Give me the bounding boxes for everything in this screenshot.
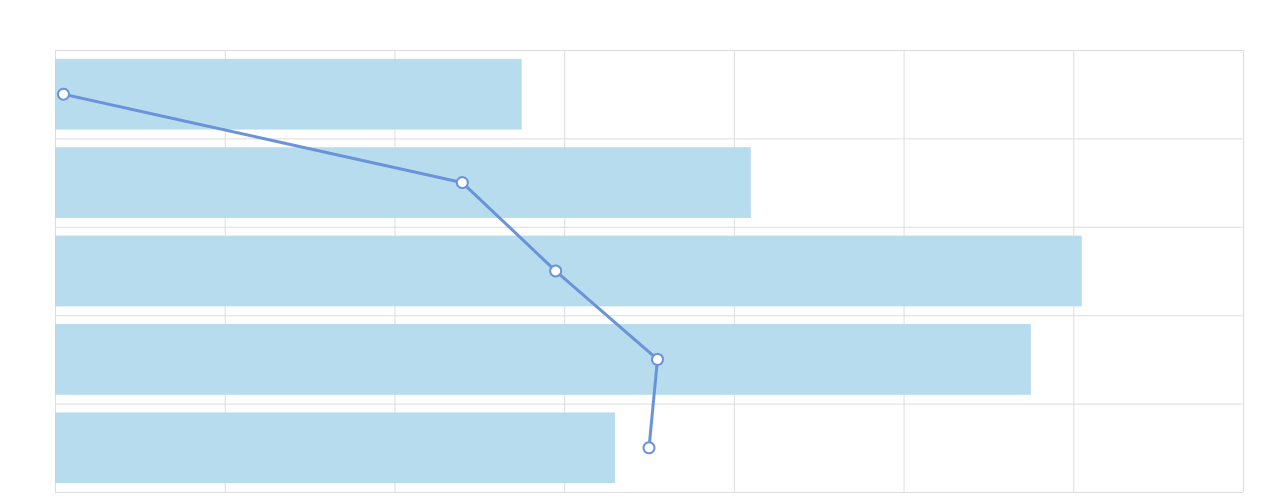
grid (55, 50, 1244, 493)
bar (55, 235, 1082, 307)
bar (55, 412, 616, 484)
line-point (650, 352, 664, 366)
bar (55, 147, 751, 218)
bar (55, 58, 522, 130)
line-point (56, 87, 70, 101)
line-points (56, 87, 664, 455)
line-point (642, 441, 656, 455)
line-point (455, 176, 469, 190)
line-point (549, 264, 563, 278)
bar (55, 324, 1031, 395)
bar-series (55, 58, 1082, 484)
